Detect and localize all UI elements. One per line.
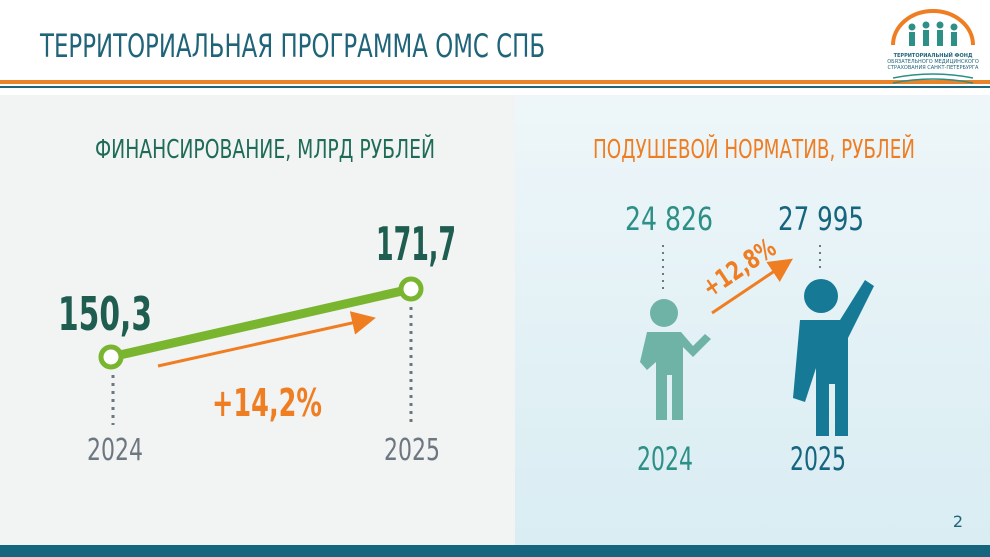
year-label: 2025	[384, 433, 440, 468]
teal-rule	[0, 86, 990, 88]
logo: ТЕРРИТОРИАЛЬНЫЙ ФОНД ОБЯЗАТЕЛЬНОГО МЕДИЦ…	[887, 9, 980, 84]
year-label: 2025	[790, 440, 846, 478]
trend-line	[110, 284, 412, 362]
person-2024	[640, 299, 711, 420]
growth-arrow	[711, 258, 793, 315]
person-2025	[793, 279, 874, 436]
orange-rule	[0, 80, 990, 84]
logo-text: СТРАХОВАНИЯ САНКТ-ПЕТЕРБУРГА	[888, 65, 980, 71]
value-label: 24 826	[625, 200, 713, 238]
logo-text: ОБЯЗАТЕЛЬНОГО МЕДИЦИНСКОГО	[887, 59, 979, 65]
page-number: 2	[953, 512, 963, 531]
financing-title: ФИНАНСИРОВАНИЕ, МЛРД РУБЛЕЙ	[95, 133, 435, 165]
logo-text: ТЕРРИТОРИАЛЬНЫЙ ФОНД	[894, 51, 973, 59]
value-label: 171,7	[376, 217, 456, 271]
right-panel	[515, 95, 990, 545]
growth-arrow	[157, 311, 376, 368]
value-label: 150,3	[58, 287, 152, 341]
point	[398, 276, 424, 302]
value-label: 27 995	[778, 200, 864, 238]
point	[98, 344, 124, 370]
year-label: 2024	[637, 440, 693, 478]
per-capita-title: ПОДУШЕВОЙ НОРМАТИВ, РУБЛЕЙ	[593, 133, 915, 165]
year-label: 2024	[87, 433, 143, 468]
bottom-band	[0, 545, 990, 557]
change-label: +14,2%	[212, 381, 322, 425]
slide-title: ТЕРРИТОРИАЛЬНАЯ ПРОГРАММА ОМС СПБ	[39, 27, 545, 65]
